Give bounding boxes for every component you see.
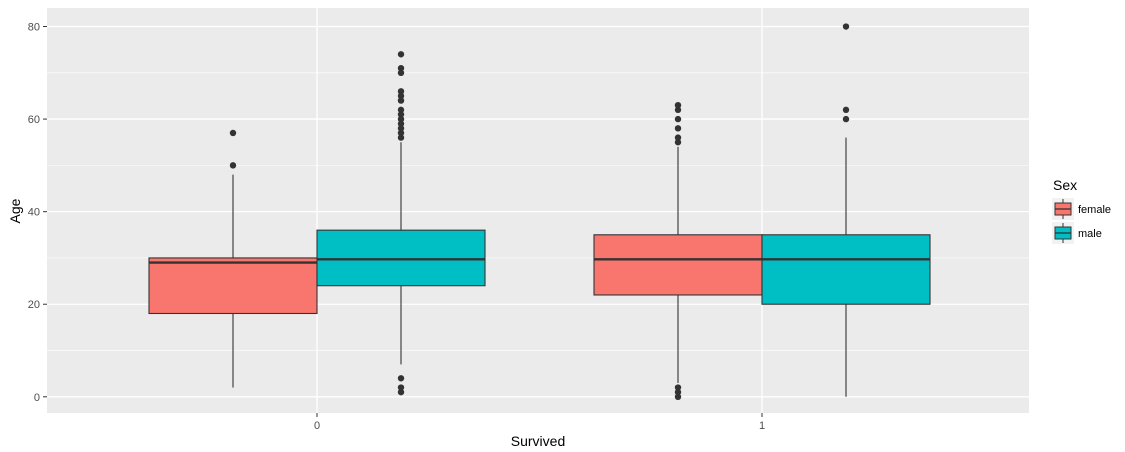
outlier-point	[397, 388, 405, 396]
legend-title: Sex	[1053, 177, 1077, 193]
outlier-point	[674, 134, 682, 141]
iqr-box	[148, 257, 318, 315]
outlier-point	[674, 388, 682, 396]
outlier-point	[674, 102, 682, 109]
plot-panel	[47, 8, 1029, 413]
iqr-box	[593, 234, 763, 296]
y-tick-label: 60	[28, 114, 40, 126]
outlier-point	[674, 384, 682, 391]
outlier-point	[397, 375, 405, 382]
outlier-point	[397, 69, 405, 77]
outlier-point	[397, 120, 405, 127]
legend-label-female: female	[1078, 204, 1111, 216]
outlier-point	[842, 106, 850, 114]
outlier-point	[397, 64, 405, 72]
box-female-1	[593, 102, 763, 400]
outlier-point	[397, 129, 405, 137]
outlier-point	[397, 92, 405, 100]
x-axis-title: Survived	[511, 433, 565, 449]
outlier-point	[397, 384, 405, 391]
x-tick-label: 0	[314, 420, 320, 432]
box-male-1	[761, 23, 931, 397]
iqr-box	[316, 229, 486, 287]
outlier-point	[674, 125, 682, 132]
x-tick-label: 1	[759, 420, 765, 432]
legend: Sex female male	[1052, 177, 1111, 244]
outlier-point	[674, 115, 682, 123]
axes: 0 20 40 60 80 0 1	[28, 22, 765, 432]
y-tick-label: 40	[28, 207, 40, 219]
box-female-0	[148, 129, 318, 388]
outlier-point	[229, 162, 237, 169]
box-male-0	[316, 51, 486, 396]
outlier-point	[397, 115, 405, 123]
y-tick-label: 80	[28, 22, 40, 34]
outlier-point	[397, 125, 405, 132]
outlier-point	[397, 97, 405, 104]
outlier-point	[674, 393, 682, 400]
boxplot-series	[148, 23, 931, 400]
y-tick-label: 20	[28, 299, 40, 311]
outlier-point	[674, 139, 682, 146]
outlier-point	[842, 23, 850, 30]
outlier-point	[229, 129, 237, 137]
iqr-box	[761, 234, 931, 305]
outlier-point	[397, 111, 405, 118]
outlier-point	[842, 115, 850, 123]
legend-key-male	[1052, 222, 1074, 244]
y-axis-title: Age	[7, 198, 23, 223]
outlier-point	[397, 134, 405, 141]
outlier-point	[674, 106, 682, 114]
outlier-point	[397, 88, 405, 95]
y-tick-label: 0	[34, 392, 40, 404]
legend-label-male: male	[1078, 228, 1102, 240]
legend-key-female	[1052, 198, 1074, 220]
outlier-point	[397, 106, 405, 114]
outlier-point	[397, 51, 405, 58]
